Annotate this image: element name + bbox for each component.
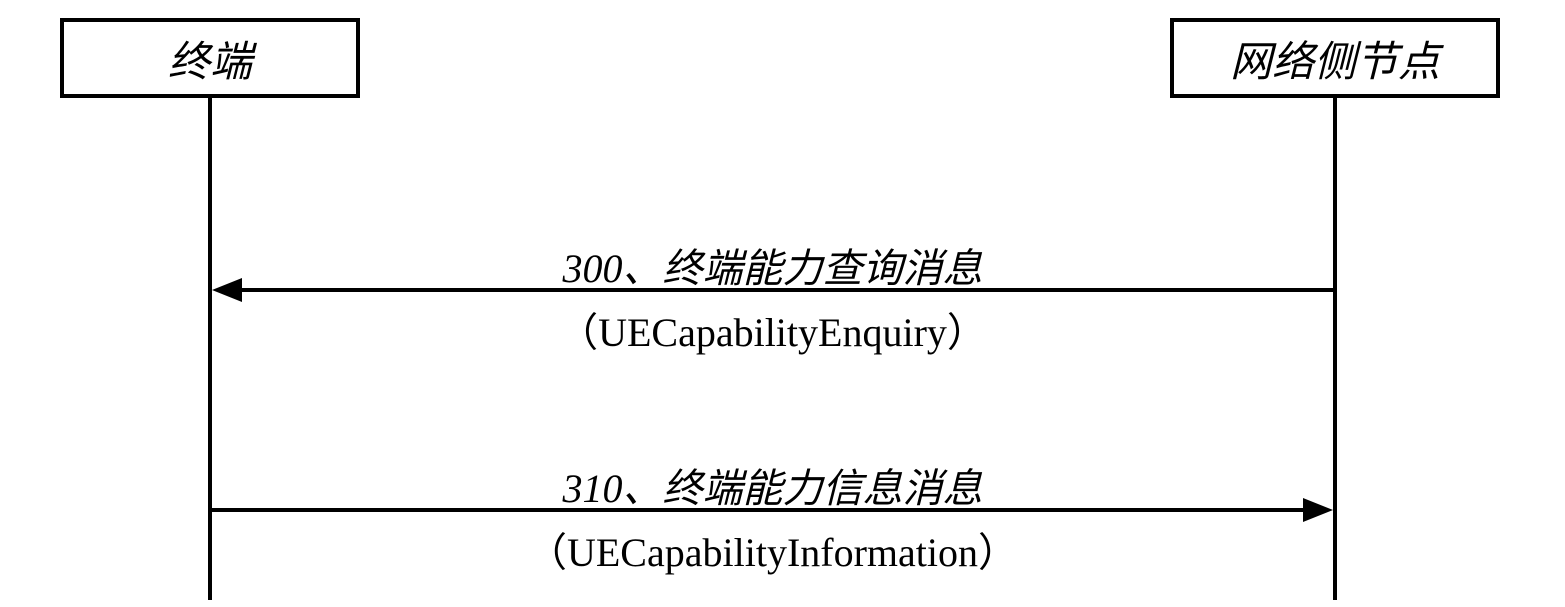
message-310-sublabel: （UECapabilityInformation） bbox=[0, 520, 1545, 578]
sequence-diagram: 终端 网络侧节点 300、终端能力查询消息 （UECapabilityEnqui… bbox=[0, 0, 1565, 607]
actor-terminal-label: 终端 bbox=[168, 28, 252, 89]
actor-network-node-label: 网络侧节点 bbox=[1230, 28, 1440, 89]
message-300-sublabel: （UECapabilityEnquiry） bbox=[0, 300, 1545, 358]
actor-terminal-box: 终端 bbox=[60, 18, 360, 98]
actor-network-node-box: 网络侧节点 bbox=[1170, 18, 1500, 98]
message-300-label: 300、终端能力查询消息 bbox=[0, 236, 1545, 294]
message-310-label: 310、终端能力信息消息 bbox=[0, 456, 1545, 514]
